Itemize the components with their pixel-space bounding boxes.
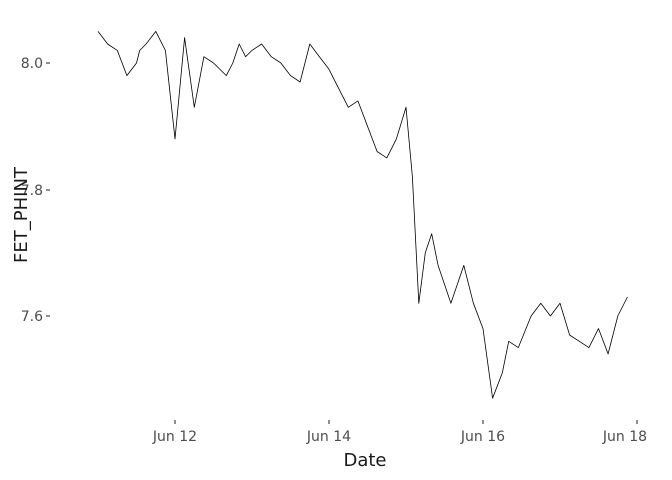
y-tick-label: 7.8 [21,183,43,199]
x-tick-label: Jun 16 [460,429,505,445]
y-tick-label: 7.6 [21,309,43,325]
x-tick-label: Jun 18 [602,429,647,445]
x-tick-label: Jun 14 [306,429,351,445]
y-axis: 7.6 7.8 8.0 [21,56,50,325]
x-tick-label: Jun 12 [152,429,197,445]
x-axis: Jun 12 Jun 14 Jun 16 Jun 18 [152,420,647,445]
series-line [97,31,628,399]
x-axis-title: Date [343,450,386,471]
y-tick-label: 8.0 [21,56,43,72]
y-axis-title: FET_PHINT [11,166,32,263]
